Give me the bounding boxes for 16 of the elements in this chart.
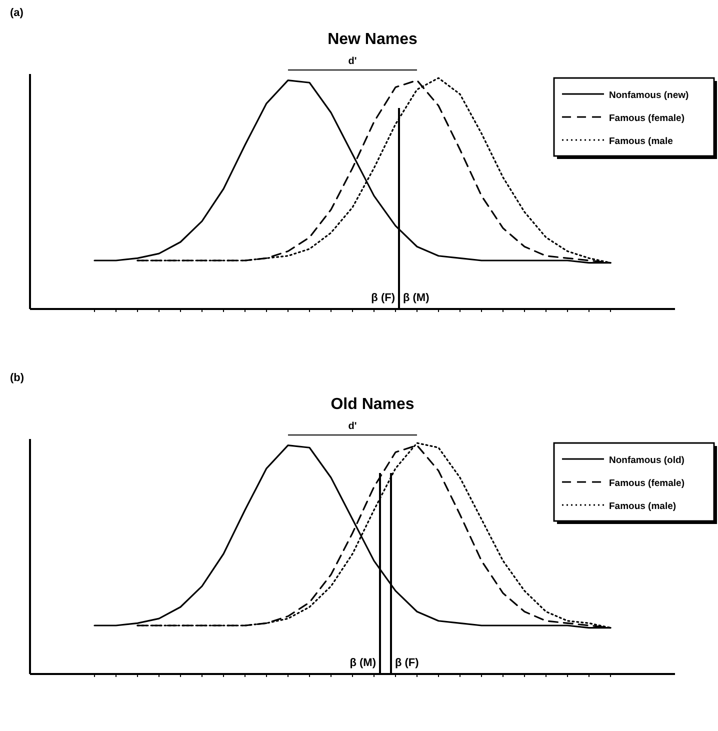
chart-title: Old Names	[330, 396, 414, 413]
legend-label: Famous (male)	[609, 501, 676, 512]
annotation: β (M)	[403, 292, 430, 304]
text: (a)	[10, 7, 24, 19]
legend-label: Nonfamous (new)	[609, 90, 689, 101]
legend-label: Famous (female)	[609, 478, 684, 489]
annotation: β (M)	[350, 657, 376, 669]
annotation: β (F)	[371, 292, 396, 304]
text: (b)	[10, 372, 24, 384]
annotation: β (F)	[395, 657, 420, 669]
legend-label: Famous (male	[609, 136, 673, 147]
text: d'	[348, 421, 357, 432]
text: d'	[348, 56, 357, 67]
legend-label: Nonfamous (old)	[609, 455, 684, 466]
chart-title: New Names	[328, 31, 418, 48]
legend-label: Famous (female)	[609, 113, 684, 124]
